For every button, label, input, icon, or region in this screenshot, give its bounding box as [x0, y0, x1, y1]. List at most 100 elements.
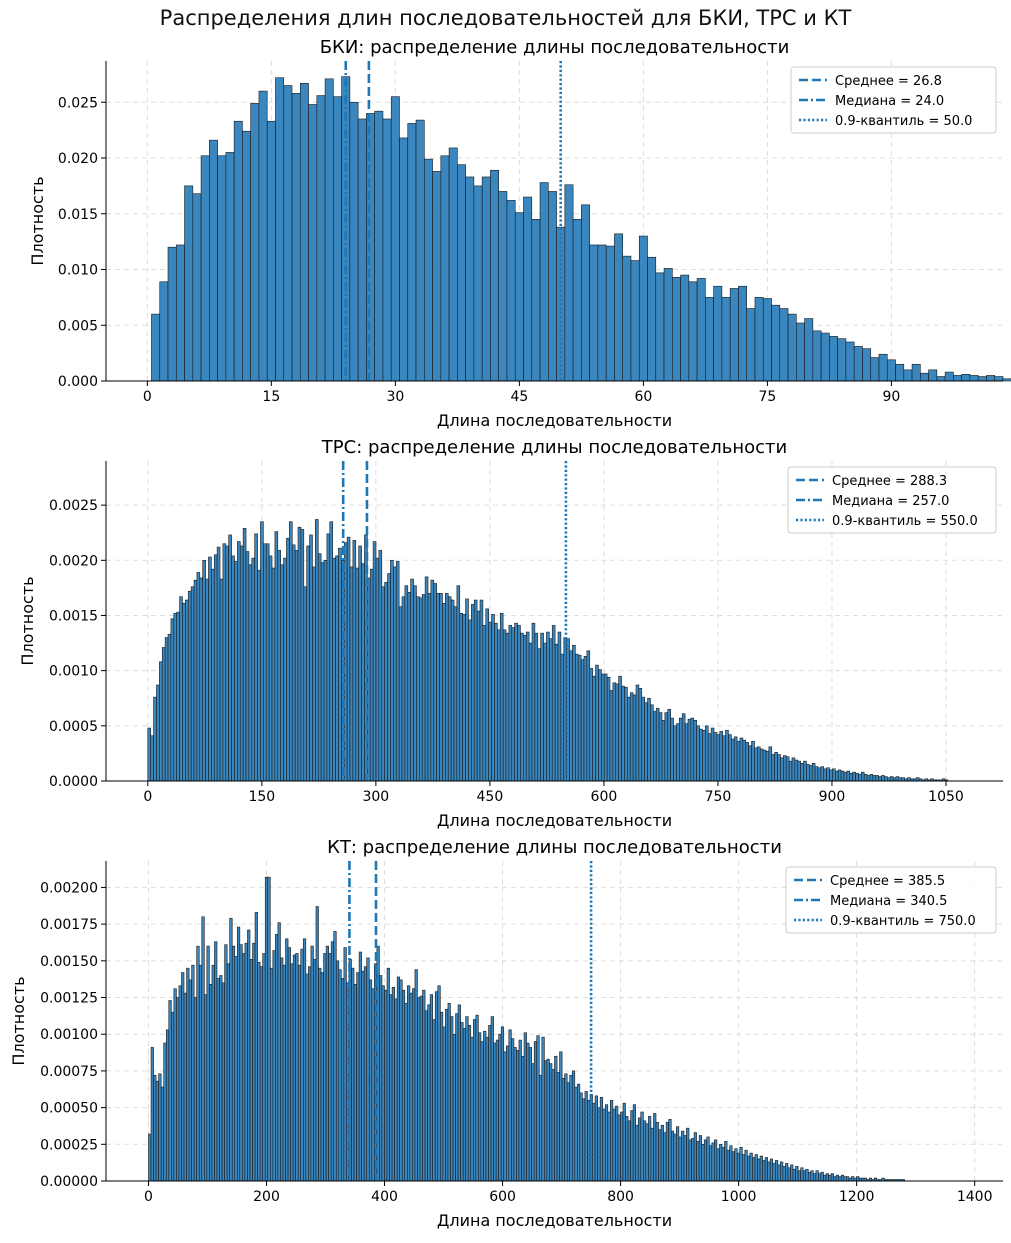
histogram-bar [338, 969, 342, 1182]
histogram-bar [242, 528, 247, 782]
histogram-bar [587, 1099, 591, 1182]
histogram-bar [234, 956, 238, 1182]
x-tick-label: 450 [477, 789, 504, 805]
histogram-bar [577, 654, 582, 782]
histogram-bar [606, 676, 611, 782]
histogram-bar [511, 1038, 515, 1182]
histogram-bar [502, 629, 507, 782]
histogram-bar [155, 1080, 159, 1182]
histogram-bar [258, 90, 268, 382]
histogram-bar [413, 585, 417, 782]
histogram-bar [564, 184, 574, 382]
histogram-bar [895, 363, 905, 382]
legend-entry: 0.9-квантиль = 550.0 [832, 514, 978, 529]
histogram-bar [445, 593, 449, 782]
histogram-bar [372, 541, 377, 782]
histogram-bar [455, 1013, 459, 1182]
histogram-bar [851, 1176, 855, 1182]
histogram-bar [427, 593, 432, 782]
histogram-bar [800, 1167, 804, 1182]
histogram-bar [811, 763, 816, 782]
histogram-bar [490, 169, 499, 382]
x-tick-label: 15 [262, 389, 280, 405]
histogram-bar [670, 717, 674, 782]
histogram-bar [1002, 378, 1011, 382]
histogram-bar [488, 1025, 492, 1182]
histogram-bar [733, 736, 738, 782]
histogram-bar [482, 625, 487, 782]
histogram-bar [691, 1138, 695, 1182]
histogram-bar [272, 950, 276, 1182]
histogram-bar [595, 664, 599, 782]
histogram-bar [701, 1144, 705, 1182]
histogram-bar [343, 947, 347, 1182]
histogram-bar [456, 585, 461, 782]
histogram-bar [690, 717, 695, 782]
histogram-bar [410, 578, 414, 782]
histogram-bar [268, 555, 273, 782]
histogram-bar [705, 297, 714, 382]
histogram-bar [490, 1016, 494, 1182]
histogram-bar [818, 1173, 822, 1182]
histogram-bar [609, 690, 614, 782]
histogram-bar [734, 1148, 738, 1182]
histogram-bar [349, 101, 359, 382]
histogram-bar [536, 1035, 540, 1182]
histogram-bar [170, 618, 175, 782]
histogram-bar [508, 1029, 512, 1182]
x-tick-label: 600 [591, 789, 618, 805]
histogram-bar [333, 931, 337, 1182]
histogram-bar [217, 155, 227, 382]
histogram-bar [450, 1016, 454, 1182]
histogram-bar [229, 917, 233, 1182]
histogram-bar [561, 1077, 565, 1182]
x-tick-label: 30 [386, 389, 404, 405]
histogram-bar [436, 593, 440, 782]
histogram-bar [559, 1051, 563, 1182]
histogram-bar [788, 760, 793, 782]
histogram-bar [797, 760, 801, 782]
histogram-bar [277, 922, 281, 1182]
histogram-bar [702, 729, 706, 782]
histogram-bar [521, 1055, 525, 1182]
histogram-bar [295, 953, 299, 1182]
histogram-bar [493, 1042, 497, 1182]
histogram-bar [551, 1069, 555, 1182]
histogram-bar [830, 1173, 834, 1182]
histogram-bar [846, 1176, 850, 1182]
x-tick-label: 800 [607, 1189, 634, 1205]
x-tick-label: 90 [882, 389, 900, 405]
histogram-bar [283, 557, 287, 782]
histogram-bar [317, 553, 322, 782]
histogram-bar [994, 376, 1004, 382]
histogram-bar [777, 754, 781, 782]
histogram-bar [686, 1127, 690, 1182]
histogram-bar [315, 906, 319, 1182]
histogram-bar [182, 603, 186, 782]
histogram-bar [745, 742, 749, 782]
histogram-bar [186, 967, 190, 1182]
histogram-bar [163, 1042, 167, 1182]
histogram-bar [437, 985, 441, 1182]
histogram-bar [713, 285, 723, 382]
histogram-bar [419, 597, 423, 782]
histogram-bar [266, 120, 276, 382]
x-tick-label: 1050 [928, 789, 964, 805]
x-tick-label: 1200 [839, 1189, 875, 1205]
histogram-bar [693, 720, 697, 782]
histogram-bar [187, 590, 192, 782]
histogram-bar [828, 1174, 832, 1182]
histogram-bar [395, 561, 400, 782]
histogram-bar [421, 594, 426, 782]
histogram-bar [560, 653, 565, 782]
y-tick-label: 0.00000 [40, 1174, 98, 1190]
histogram-bar [833, 1176, 837, 1182]
histogram-bar [605, 245, 615, 382]
histogram-bar [498, 1033, 502, 1182]
histogram-bar [225, 152, 235, 382]
histogram-bar [944, 371, 954, 382]
histogram-bar [713, 732, 718, 782]
histogram-bar [379, 975, 383, 1182]
histogram-bar [564, 1073, 568, 1182]
